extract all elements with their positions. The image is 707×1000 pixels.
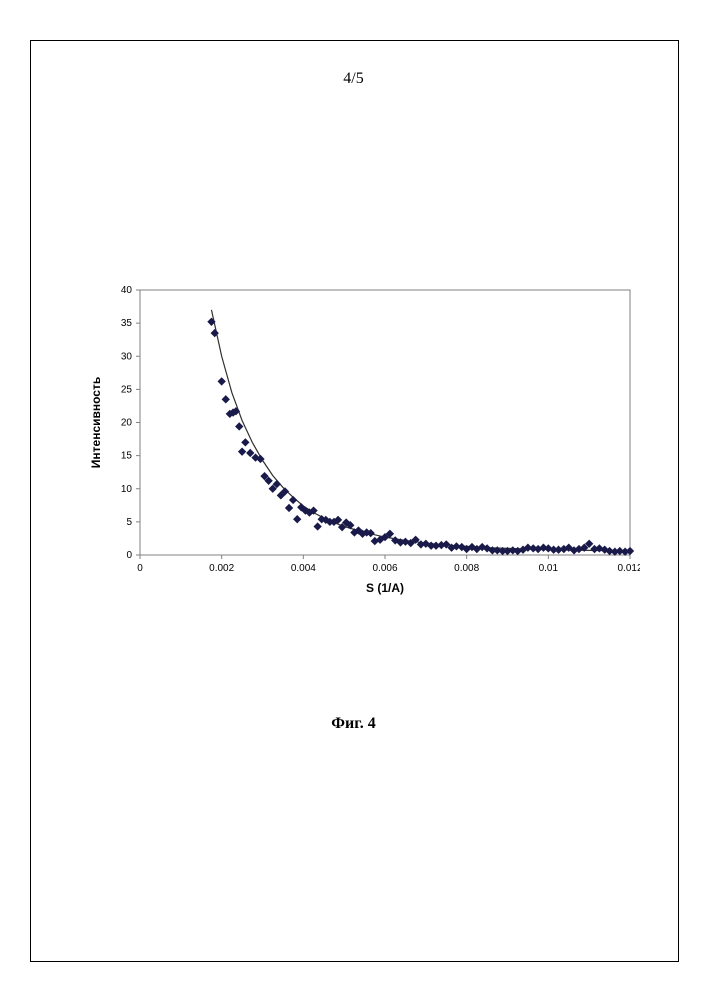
svg-text:0: 0	[137, 563, 143, 574]
svg-text:35: 35	[121, 318, 133, 329]
figure-caption: Фиг. 4	[0, 715, 707, 733]
svg-text:S (1/A): S (1/A)	[366, 581, 404, 595]
svg-text:0.006: 0.006	[372, 563, 397, 574]
svg-text:25: 25	[121, 384, 133, 395]
svg-text:30: 30	[121, 351, 133, 362]
svg-text:10: 10	[121, 484, 133, 495]
intensity-scatter-chart: 0 5 10 15 20 25 30 35 40 0 0.002 0.004 0.006 0.008 0.0…	[85, 280, 640, 600]
page-number: 4/5	[0, 70, 707, 88]
svg-text:0.01: 0.01	[539, 563, 559, 574]
page: 4/5 0 5 10 15 20 25 30 35 40 0 0.002 0.004 0.006 0.00…	[0, 0, 707, 1000]
svg-text:0: 0	[126, 550, 132, 561]
svg-text:0.008: 0.008	[454, 563, 479, 574]
svg-text:5: 5	[126, 517, 132, 528]
svg-text:0.002: 0.002	[209, 563, 234, 574]
svg-text:40: 40	[121, 285, 133, 296]
svg-text:15: 15	[121, 451, 133, 462]
svg-text:0.012: 0.012	[617, 563, 640, 574]
svg-text:0.004: 0.004	[291, 563, 316, 574]
chart-svg: 0 5 10 15 20 25 30 35 40 0 0.002 0.004 0.006 0.008 0.0…	[85, 280, 640, 600]
svg-text:20: 20	[121, 418, 133, 429]
svg-text:Интенсивность: Интенсивность	[89, 377, 103, 468]
